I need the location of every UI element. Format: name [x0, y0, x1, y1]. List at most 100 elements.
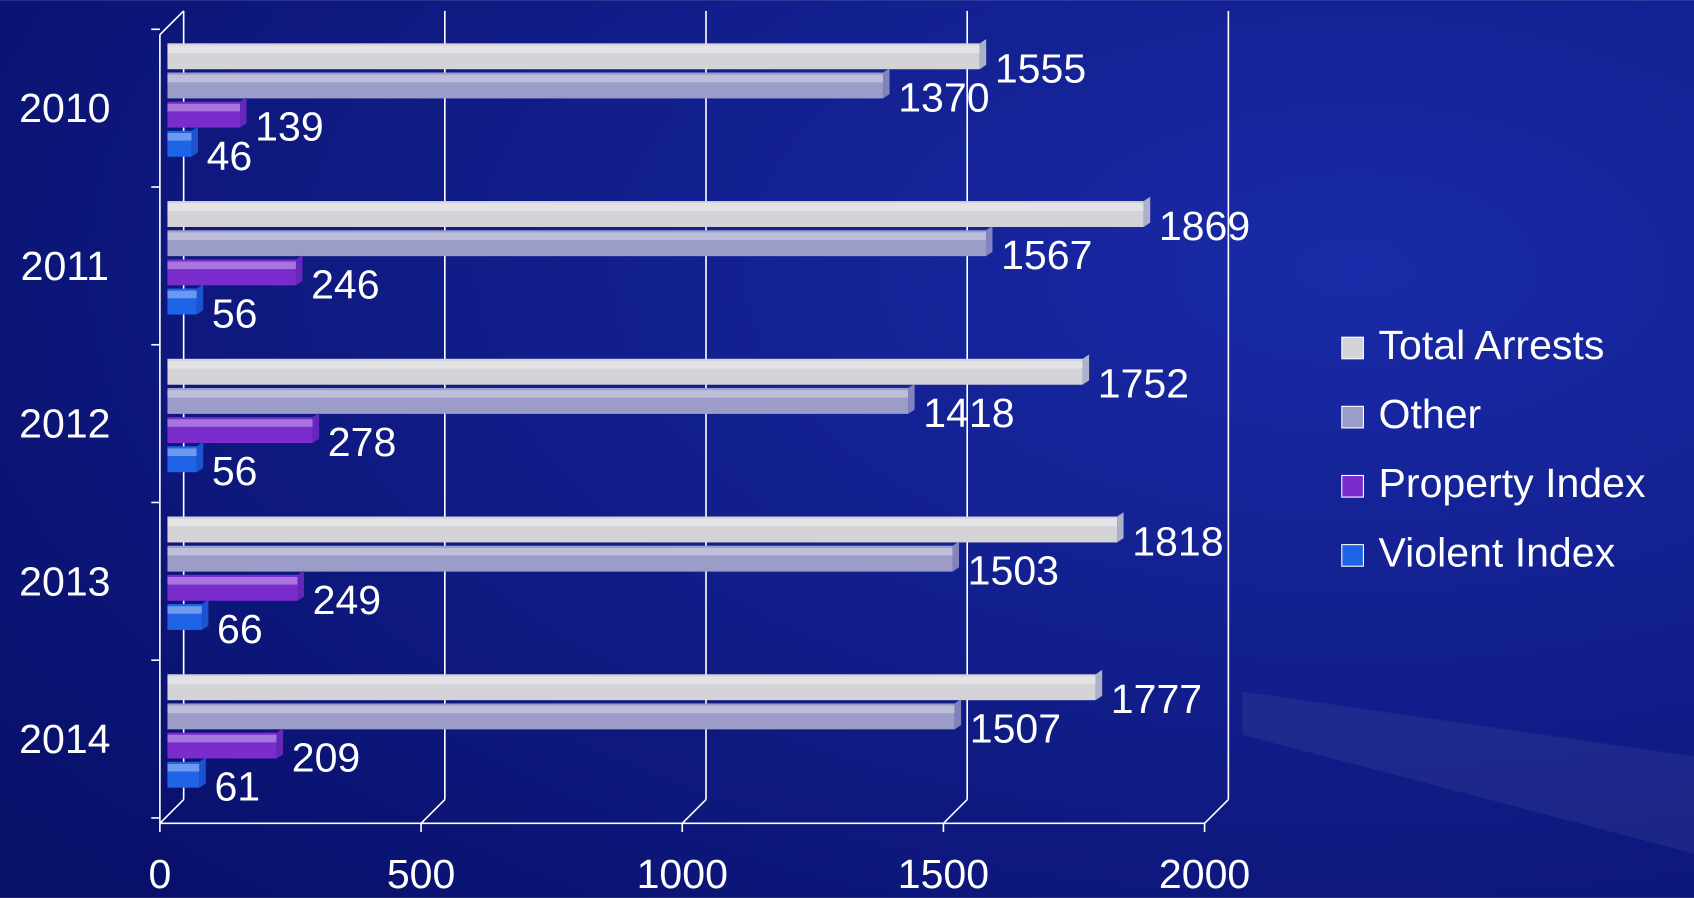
value-label: 46: [207, 133, 253, 179]
bar: [167, 230, 986, 257]
x-tick-label: 1000: [637, 851, 728, 897]
bar-highlight: [167, 45, 980, 54]
y-tick-label: 2012: [19, 401, 110, 447]
bar: [167, 43, 980, 70]
value-label: 56: [212, 448, 258, 494]
bar-highlight: [167, 734, 277, 743]
bar-end: [196, 441, 204, 473]
value-label: 1418: [923, 390, 1014, 436]
x-tick-label: 2000: [1159, 851, 1250, 897]
bar: [167, 72, 884, 99]
bar: [167, 574, 298, 601]
bar-highlight: [167, 290, 197, 299]
light-ray: [1242, 691, 1694, 854]
bar-end: [240, 97, 247, 128]
bar-end: [954, 699, 962, 730]
grid-line: [1204, 799, 1229, 824]
legend-label: Other: [1379, 391, 1482, 437]
legend-label: Violent Index: [1379, 529, 1616, 575]
grid-line: [681, 799, 707, 824]
bar-end: [952, 541, 960, 572]
bar: [167, 201, 1144, 227]
value-label: 61: [214, 764, 260, 810]
bar-highlight: [167, 577, 298, 585]
bar: [167, 761, 200, 788]
bar-end: [908, 383, 915, 414]
bar-end: [985, 225, 993, 257]
bar-end: [312, 412, 320, 444]
bar-end: [199, 757, 206, 788]
bar-highlight: [167, 74, 884, 83]
bar: [167, 358, 1083, 385]
bar-highlight: [167, 232, 986, 240]
bar-highlight: [167, 419, 313, 427]
bar-highlight: [167, 103, 241, 112]
bar: [167, 259, 296, 286]
bar-end: [191, 126, 198, 157]
bar: [167, 732, 277, 759]
bar: [167, 288, 197, 315]
value-label: 1752: [1098, 361, 1189, 407]
value-label: 1777: [1111, 676, 1202, 722]
bar-end: [276, 728, 284, 759]
value-label: 249: [313, 577, 382, 623]
value-label: 1507: [970, 705, 1061, 751]
legend-swatch: [1341, 405, 1364, 429]
y-tick-label: 2011: [21, 243, 109, 289]
bar-end: [1143, 196, 1151, 227]
bar-highlight: [167, 705, 955, 714]
x-tick-label: 1500: [898, 851, 989, 897]
value-label: 1567: [1001, 232, 1092, 278]
value-label: 246: [311, 261, 380, 307]
bar: [167, 604, 202, 630]
bar: [167, 545, 953, 572]
bar-end: [979, 39, 987, 70]
y-tick-label: 2014: [19, 716, 110, 762]
bar-highlight: [167, 547, 953, 556]
bar: [167, 387, 909, 414]
value-label: 278: [328, 419, 397, 465]
y-tick-label: 2010: [19, 85, 110, 131]
y-tick-label: 2013: [19, 558, 110, 604]
legend-label: Property Index: [1379, 460, 1646, 506]
bar-highlight: [167, 203, 1144, 211]
legend-swatch: [1341, 474, 1364, 498]
grid-line: [942, 799, 968, 824]
value-label: 1370: [898, 74, 989, 120]
value-label: 1503: [968, 548, 1059, 594]
value-label: 1555: [995, 45, 1086, 91]
value-label: 209: [292, 735, 361, 781]
bar: [167, 130, 192, 157]
bar-end: [883, 68, 890, 99]
bar-highlight: [167, 132, 192, 141]
bar: [167, 516, 1118, 543]
bar: [167, 417, 313, 444]
bar-highlight: [167, 606, 202, 614]
bar-highlight: [167, 518, 1118, 527]
x-tick-label: 500: [387, 851, 456, 897]
bar-highlight: [167, 763, 200, 772]
value-label: 56: [212, 291, 258, 337]
x-tick-label: 0: [148, 851, 171, 897]
bar-end: [1095, 669, 1103, 701]
bar: [167, 674, 1096, 701]
bar: [167, 446, 197, 473]
bar: [167, 101, 241, 128]
bar-highlight: [167, 448, 197, 457]
bar-end: [1117, 512, 1124, 543]
bar-end: [1082, 354, 1090, 385]
legend-swatch: [1341, 336, 1364, 360]
grid-line: [159, 799, 185, 824]
legend-swatch: [1341, 544, 1364, 567]
bar-end: [201, 599, 209, 630]
value-label: 1869: [1159, 203, 1250, 249]
bar-end: [196, 284, 204, 315]
bar-highlight: [167, 360, 1083, 369]
value-label: 66: [217, 606, 263, 652]
value-label: 139: [255, 104, 324, 150]
y-axis-back: [159, 10, 185, 36]
bar-highlight: [167, 261, 296, 270]
legend-label: Total Arrests: [1379, 322, 1605, 368]
bar-end: [297, 570, 305, 601]
